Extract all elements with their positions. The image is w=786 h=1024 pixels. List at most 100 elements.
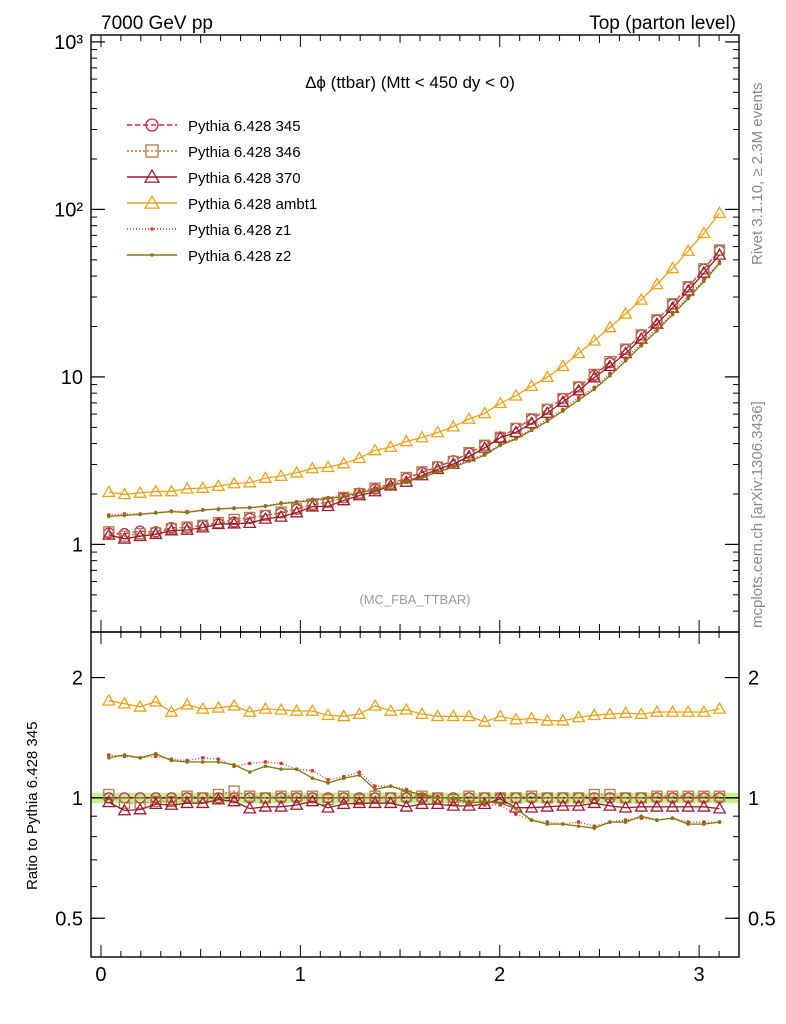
data-point <box>211 479 226 491</box>
data-point <box>670 816 675 820</box>
legend-label: Pythia 6.428 ambt1 <box>188 196 317 213</box>
data-point <box>524 379 539 392</box>
data-point <box>435 470 440 474</box>
data-point <box>524 800 539 813</box>
data-point <box>107 753 111 757</box>
data-point <box>430 425 445 438</box>
data-point <box>143 168 161 183</box>
data-point <box>117 487 132 500</box>
data-point <box>305 461 320 474</box>
data-point <box>529 428 534 433</box>
data-point <box>117 531 132 544</box>
data-point <box>289 505 304 518</box>
data-point <box>305 703 320 716</box>
data-point <box>143 194 161 209</box>
data-point <box>310 776 315 781</box>
data-point <box>216 757 221 761</box>
data-point <box>181 521 193 533</box>
data-point <box>200 760 205 764</box>
data-point <box>247 761 252 766</box>
data-point <box>145 144 159 158</box>
header-right: Top (parton level) <box>589 13 736 34</box>
data-point <box>274 702 288 715</box>
header-left: 7000 GeV pp <box>101 13 213 34</box>
data-point <box>587 333 602 346</box>
data-point <box>446 419 461 432</box>
data-point <box>435 796 440 800</box>
data-point <box>623 359 628 363</box>
series-line <box>108 261 720 516</box>
data-point <box>540 799 555 812</box>
data-point <box>618 800 633 813</box>
data-point <box>242 516 257 529</box>
data-point <box>134 527 146 540</box>
data-point <box>712 247 727 260</box>
data-point <box>482 799 487 804</box>
data-point <box>451 796 456 800</box>
data-point <box>556 713 570 726</box>
data-point <box>482 803 487 807</box>
data-point <box>634 799 649 812</box>
data-point <box>696 226 711 239</box>
data-point <box>145 118 159 132</box>
series-346 <box>103 244 726 542</box>
series-line <box>108 249 721 537</box>
data-point <box>681 704 696 717</box>
data-point <box>639 814 644 818</box>
data-point <box>540 713 555 726</box>
data-point <box>702 822 706 826</box>
data-point <box>665 261 680 274</box>
data-point <box>603 320 617 333</box>
data-point <box>415 430 429 443</box>
data-point <box>227 698 241 711</box>
data-point <box>321 460 335 473</box>
data-point <box>291 503 303 515</box>
data-point <box>211 792 226 805</box>
data-point <box>279 761 283 766</box>
data-point <box>446 709 461 722</box>
main-x-ticks <box>100 35 740 632</box>
data-point <box>244 511 256 524</box>
data-point <box>305 499 320 512</box>
ratio-panel-frame <box>90 631 740 958</box>
data-point <box>341 494 346 499</box>
y-tick-label: 10³ <box>54 32 83 54</box>
data-point <box>216 507 221 511</box>
data-point <box>232 506 236 510</box>
data-point <box>117 803 132 816</box>
data-point <box>305 794 320 807</box>
legend: Pythia 6.428 345 Pythia 6.428 346 Pythia 6… <box>127 118 317 265</box>
data-point <box>107 755 111 760</box>
data-point <box>227 476 241 489</box>
data-point <box>529 818 534 822</box>
data-point <box>717 261 722 266</box>
legend-label: Pythia 6.428 z1 <box>188 222 291 239</box>
data-point <box>148 484 163 497</box>
data-point <box>420 792 424 797</box>
data-point <box>227 516 241 529</box>
data-point <box>336 797 351 809</box>
x-tick-label: 2 <box>494 964 505 986</box>
data-point <box>263 764 268 769</box>
data-point <box>200 755 205 760</box>
data-point <box>446 798 461 811</box>
data-point <box>258 799 273 812</box>
data-point <box>404 789 409 793</box>
data-point <box>148 797 163 809</box>
data-point <box>388 784 393 788</box>
data-point <box>665 799 680 812</box>
data-point <box>399 702 414 715</box>
data-point <box>263 760 268 764</box>
data-point <box>101 693 116 706</box>
data-point <box>702 279 706 284</box>
data-point <box>415 707 429 720</box>
data-point <box>227 794 241 807</box>
data-point <box>228 792 240 804</box>
data-point <box>164 704 179 717</box>
data-point <box>373 784 377 788</box>
data-point <box>561 822 565 826</box>
legend-item: Pythia 6.428 370 <box>127 168 301 187</box>
data-point <box>169 758 174 763</box>
data-point <box>352 488 367 501</box>
